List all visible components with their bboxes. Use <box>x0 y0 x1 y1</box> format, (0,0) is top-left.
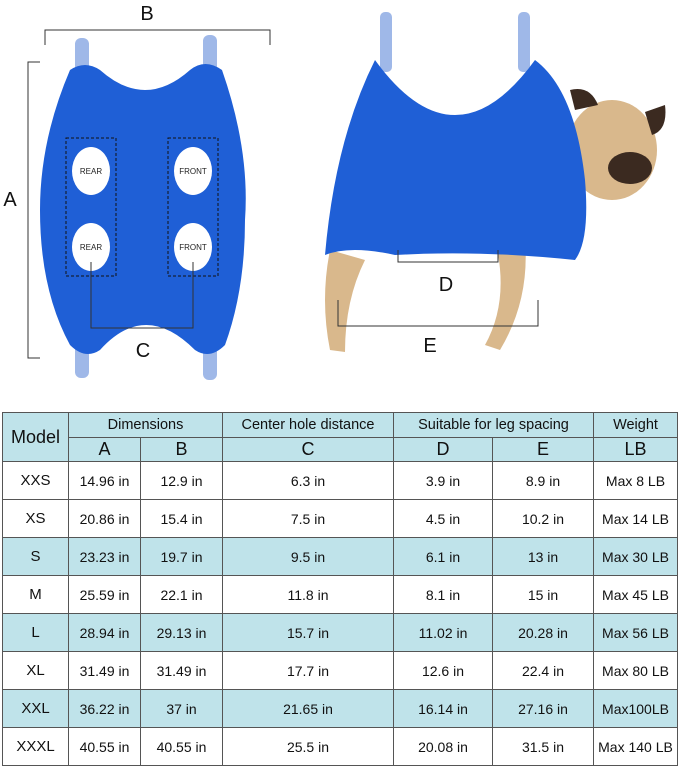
model-cell: XXS <box>2 461 69 500</box>
model-cell: XS <box>2 499 69 538</box>
value-cell: 28.94 in <box>68 613 141 652</box>
table-row: M 25.59 in 22.1 in 11.8 in 8.1 in 15 in Max 45… <box>2 575 678 614</box>
value-cell: 20.86 in <box>68 499 141 538</box>
header-model: Model <box>2 412 69 462</box>
model-cell: M <box>2 575 69 614</box>
value-cell: 40.55 in <box>68 727 141 766</box>
model-cell: XXL <box>2 689 69 728</box>
dimension-label-c: C <box>136 340 150 362</box>
value-cell: 15.7 in <box>222 613 394 652</box>
value-cell: 21.65 in <box>222 689 394 728</box>
size-chart-table: Model Dimensions Center hole distance Su… <box>2 412 678 766</box>
dimension-label-a: A <box>3 189 17 211</box>
dog-in-harness: D E <box>325 12 666 357</box>
value-cell: 20.28 in <box>492 613 594 652</box>
model-cell: S <box>2 537 69 576</box>
dimension-label-b: B <box>140 3 153 25</box>
value-cell: 6.3 in <box>222 461 394 500</box>
header-leg-spacing: Suitable for leg spacing <box>393 412 594 438</box>
value-cell: 14.96 in <box>68 461 141 500</box>
table-row: S 23.23 in 19.7 in 9.5 in 6.1 in 13 in Max 30 … <box>2 537 678 576</box>
value-cell: 15.4 in <box>140 499 223 538</box>
value-cell: Max100LB <box>593 689 678 728</box>
model-cell: XL <box>2 651 69 690</box>
value-cell: 17.7 in <box>222 651 394 690</box>
header-center-hole: Center hole distance <box>222 412 394 438</box>
value-cell: Max 80 LB <box>593 651 678 690</box>
subheader-a: A <box>68 437 141 462</box>
dimension-label-e: E <box>423 335 436 357</box>
value-cell: 9.5 in <box>222 537 394 576</box>
value-cell: 10.2 in <box>492 499 594 538</box>
value-cell: 12.6 in <box>393 651 493 690</box>
value-cell: 37 in <box>140 689 223 728</box>
value-cell: 13 in <box>492 537 594 576</box>
value-cell: 3.9 in <box>393 461 493 500</box>
value-cell: 27.16 in <box>492 689 594 728</box>
table-row: XL 31.49 in 31.49 in 17.7 in 12.6 in 22.4 in M… <box>2 651 678 690</box>
table-row: XXXL 40.55 in 40.55 in 25.5 in 20.08 in 31.5 … <box>2 727 678 766</box>
value-cell: 4.5 in <box>393 499 493 538</box>
value-cell: 16.14 in <box>393 689 493 728</box>
subheader-c: C <box>222 437 394 462</box>
hole-label: FRONT <box>179 243 207 252</box>
value-cell: 29.13 in <box>140 613 223 652</box>
table-row: XS 20.86 in 15.4 in 7.5 in 4.5 in 10.2 in Max … <box>2 499 678 538</box>
subheader-lb: LB <box>593 437 678 462</box>
value-cell: 20.08 in <box>393 727 493 766</box>
value-cell: 23.23 in <box>68 537 141 576</box>
table-row: XXS 14.96 in 12.9 in 6.3 in 3.9 in 8.9 in Max … <box>2 461 678 500</box>
value-cell: Max 140 LB <box>593 727 678 766</box>
hole-label: REAR <box>80 167 102 176</box>
value-cell: 12.9 in <box>140 461 223 500</box>
value-cell: Max 8 LB <box>593 461 678 500</box>
value-cell: 22.1 in <box>140 575 223 614</box>
value-cell: 25.59 in <box>68 575 141 614</box>
value-cell: 11.8 in <box>222 575 394 614</box>
value-cell: Max 56 LB <box>593 613 678 652</box>
model-cell: XXXL <box>2 727 69 766</box>
table-row: XXL 36.22 in 37 in 21.65 in 16.14 in 27.16 in… <box>2 689 678 728</box>
value-cell: 11.02 in <box>393 613 493 652</box>
value-cell: 31.5 in <box>492 727 594 766</box>
subheader-e: E <box>492 437 594 462</box>
header-weight: Weight <box>593 412 678 438</box>
model-cell: L <box>2 613 69 652</box>
value-cell: Max 14 LB <box>593 499 678 538</box>
value-cell: 6.1 in <box>393 537 493 576</box>
value-cell: 40.55 in <box>140 727 223 766</box>
value-cell: Max 45 LB <box>593 575 678 614</box>
value-cell: 8.9 in <box>492 461 594 500</box>
value-cell: 25.5 in <box>222 727 394 766</box>
value-cell: 15 in <box>492 575 594 614</box>
value-cell: Max 30 LB <box>593 537 678 576</box>
table-row: L 28.94 in 29.13 in 15.7 in 11.02 in 20.28 in… <box>2 613 678 652</box>
value-cell: 31.49 in <box>68 651 141 690</box>
value-cell: 31.49 in <box>140 651 223 690</box>
value-cell: 36.22 in <box>68 689 141 728</box>
hole-label: FRONT <box>179 167 207 176</box>
subheader-b: B <box>140 437 223 462</box>
subheader-d: D <box>393 437 493 462</box>
value-cell: 8.1 in <box>393 575 493 614</box>
hole-label: REAR <box>80 243 102 252</box>
value-cell: 7.5 in <box>222 499 394 538</box>
flat-harness: REAR FRONT REAR FRONT B A C <box>3 3 271 380</box>
value-cell: 19.7 in <box>140 537 223 576</box>
header-dimensions: Dimensions <box>68 412 223 438</box>
value-cell: 22.4 in <box>492 651 594 690</box>
dimension-label-d: D <box>439 274 453 296</box>
product-diagram: REAR FRONT REAR FRONT B A C D E <box>3 3 666 380</box>
